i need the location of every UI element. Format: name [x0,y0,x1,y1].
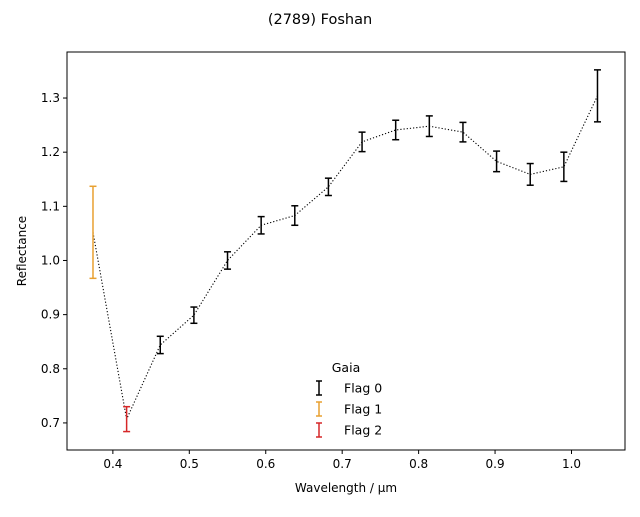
data-point-errorbar [224,251,232,270]
data-point-errorbar [257,215,265,235]
legend-entry: Flag 0 [316,380,382,396]
axes-frame [66,51,626,451]
data-point-errorbar [493,150,501,173]
data-point-errorbar [459,121,467,143]
x-tick-label: 0.6 [256,457,275,471]
y-tick-label: 0.9 [41,308,60,322]
data-point-errorbar [156,335,164,355]
y-axis: 0.7 0.8 0.9 1.0 1.1 1.2 1.3 [41,91,67,430]
data-point-errorbar [89,185,97,280]
x-tick-label: 0.8 [409,457,428,471]
legend-entry: Flag 1 [316,401,382,417]
data-point-errorbar [526,162,534,186]
y-tick-label: 1.1 [41,199,60,213]
data-point-errorbar [123,405,131,433]
x-tick-label: 1.0 [562,457,581,471]
spectrum-line [92,95,598,421]
y-tick-label: 0.7 [41,416,60,430]
y-tick-label: 1.0 [41,253,60,267]
legend-label: Flag 1 [344,402,382,417]
legend-title: Gaia [332,360,360,375]
y-axis-label: Reflectance [15,216,29,286]
y-tick-label: 0.8 [41,362,60,376]
data-point-errorbar [324,177,332,197]
data-point-errorbar [291,205,299,227]
legend-entry: Flag 2 [316,422,382,438]
legend-label: Flag 0 [344,381,382,396]
legend: Gaia Flag 0 Flag 1 Flag 2 [316,360,382,438]
data-point-errorbar [358,131,366,153]
legend-label: Flag 2 [344,423,382,438]
plot-area [89,69,601,433]
y-tick-label: 1.3 [41,91,60,105]
data-point-errorbar [593,69,601,123]
chart-title: (2789) Foshan [268,12,372,28]
y-tick-label: 1.2 [41,145,60,159]
x-tick-label: 0.5 [180,457,199,471]
x-axis: 0.4 0.5 0.6 0.7 0.8 0.9 1.0 [103,450,581,471]
x-tick-label: 0.7 [333,457,352,471]
data-point-errorbar [425,115,433,138]
x-axis-label: Wavelength / μm [295,481,397,495]
data-point-errorbar [392,119,400,141]
x-tick-label: 0.9 [486,457,505,471]
data-point-errorbar [190,306,198,325]
data-point-errorbar [560,151,568,183]
x-tick-label: 0.4 [103,457,122,471]
